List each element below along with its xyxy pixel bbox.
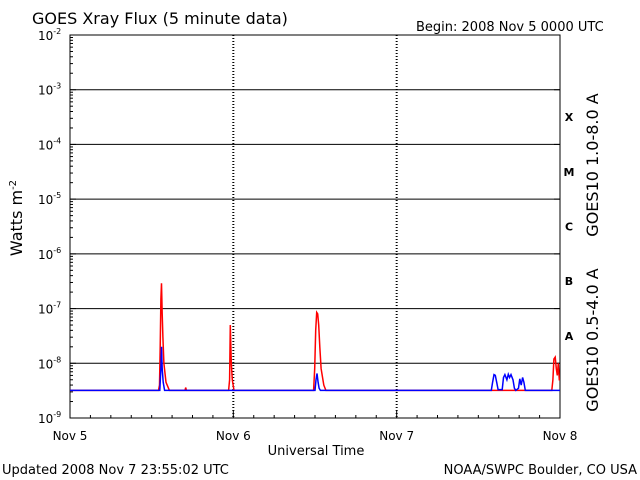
flare-class-label: B xyxy=(565,275,573,288)
series-line-1-8A xyxy=(70,283,561,392)
flare-class-label: C xyxy=(565,221,573,234)
flare-class-labels: X M C B A xyxy=(564,111,575,343)
x-tick-label: Nov 6 xyxy=(216,429,251,443)
y-tick-label: 10-7 xyxy=(38,301,61,317)
updated-timestamp: Updated 2008 Nov 7 23:55:02 UTC xyxy=(2,463,229,478)
y-tick-label: 10-2 xyxy=(38,27,61,43)
y-axis-ticks: 10-2 10-3 10-4 10-5 10-6 10-7 10-8 10-9 xyxy=(38,27,560,426)
y-axis-label-exponent: -2 xyxy=(8,180,19,190)
y-tick-label: 10-5 xyxy=(38,191,61,207)
begin-time: Begin: 2008 Nov 5 0000 UTC xyxy=(416,20,604,35)
legend-series-05-4A: GOES10 0.5-4.0 A xyxy=(583,268,602,411)
legend-series-1-8A: GOES10 1.0-8.0 A xyxy=(583,93,602,236)
x-axis-label: Universal Time xyxy=(268,444,365,459)
day-separators xyxy=(232,35,398,418)
flare-class-label: M xyxy=(564,166,575,179)
flare-class-label: A xyxy=(565,330,574,343)
y-tick-label: 10-9 xyxy=(38,410,61,426)
decade-grid xyxy=(70,89,560,364)
series-line-05-4A xyxy=(70,346,560,392)
x-axis-ticks: Nov 5 Nov 6 Nov 7 Nov 8 xyxy=(53,410,578,443)
y-tick-label: 10-6 xyxy=(38,246,61,262)
x-tick-label: Nov 5 xyxy=(53,429,88,443)
y-tick-label: 10-3 xyxy=(38,82,61,98)
flare-class-label: X xyxy=(565,111,574,124)
x-tick-label: Nov 8 xyxy=(543,429,578,443)
y-tick-label: 10-8 xyxy=(38,355,61,371)
x-tick-label: Nov 7 xyxy=(379,429,414,443)
y-axis-label-text: Watts m xyxy=(7,190,26,256)
y-tick-label: 10-4 xyxy=(38,136,61,152)
chart-title: GOES Xray Flux (5 minute data) xyxy=(32,9,288,28)
source-credit: NOAA/SWPC Boulder, CO USA xyxy=(444,463,637,478)
y-axis-label: Watts m-2 xyxy=(7,180,26,256)
